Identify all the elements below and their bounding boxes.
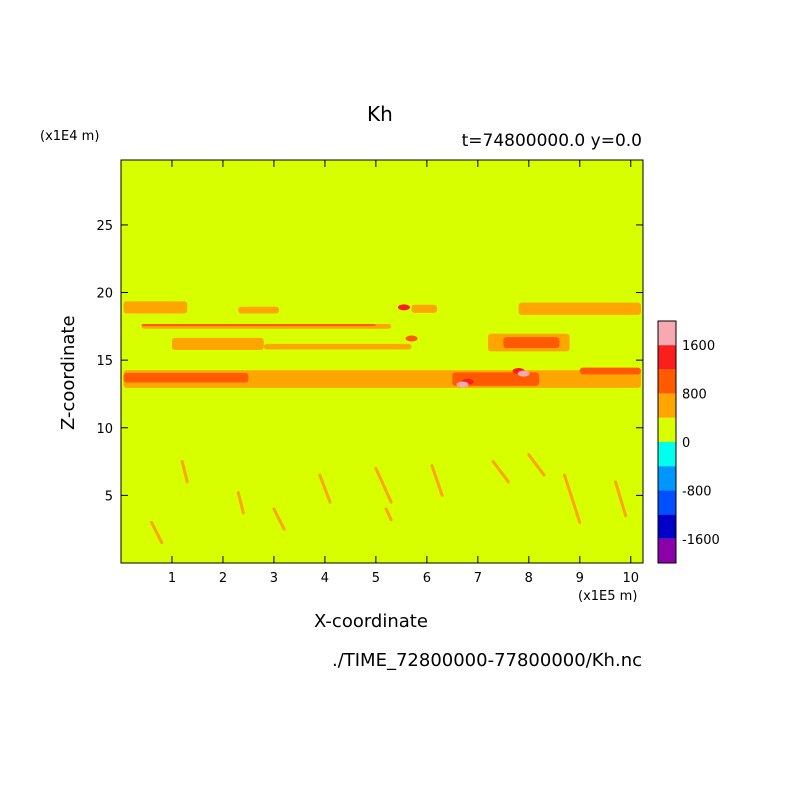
colorbar-label: 800: [682, 388, 707, 403]
y-tick-label: 20: [96, 287, 113, 302]
x-tick-label: 5: [372, 571, 380, 586]
x-tick-label: 4: [321, 571, 329, 586]
field-streak: [527, 453, 546, 477]
source-file-label: ./TIME_72800000-77800000/Kh.nc: [331, 650, 642, 671]
y-tick-label: 25: [96, 219, 113, 234]
x-tick-label: 6: [423, 571, 431, 586]
field-band: [141, 323, 376, 327]
field-band: [503, 337, 560, 348]
colorbar-segment: [658, 393, 676, 418]
colorbar-label: -1600: [682, 533, 720, 548]
field-streak: [613, 480, 628, 518]
field-spot: [405, 335, 418, 342]
y-axis-unit: (x1E4 m): [40, 129, 100, 144]
field-band: [123, 372, 249, 383]
field-streak: [562, 473, 582, 524]
field-band: [123, 301, 188, 314]
x-tick-label: 2: [219, 571, 227, 586]
colorbar-frame: [657, 320, 677, 564]
colorbar-label: 1600: [682, 339, 715, 354]
field-streak: [180, 460, 189, 484]
colorbar-label: -800: [682, 484, 712, 499]
field-band: [171, 337, 264, 351]
colorbar-segment: [658, 514, 676, 539]
x-axis-label: X-coordinate: [314, 611, 428, 632]
field-streak: [491, 460, 510, 484]
colorbar-segment: [658, 466, 676, 491]
plot-frame: [120, 159, 644, 564]
y-tick-label: 15: [96, 354, 113, 369]
field-band: [452, 372, 540, 386]
y-tick-label: 5: [105, 489, 113, 504]
colorbar-label: 0: [682, 436, 690, 451]
chart-subtitle: t=74800000.0 y=0.0: [461, 131, 642, 151]
x-axis-unit: (x1E5 m): [578, 589, 638, 604]
x-tick-label: 9: [576, 571, 584, 586]
field-streak: [318, 473, 332, 504]
field-spot: [517, 370, 530, 377]
field-streak: [272, 507, 286, 531]
colorbar-segment: [658, 442, 676, 467]
x-tick-label: 3: [270, 571, 278, 586]
field-streak: [236, 491, 245, 515]
x-tick-label: 10: [622, 571, 639, 586]
colorbar-segment: [658, 345, 676, 370]
field-spot: [456, 381, 469, 388]
field-band: [411, 304, 438, 313]
field-spot: [397, 304, 410, 311]
plot-background: [121, 160, 643, 563]
field-band: [518, 302, 641, 315]
y-tick-label: 10: [96, 422, 113, 437]
field-streak: [430, 464, 444, 497]
field-band: [263, 343, 412, 350]
x-tick-label: 8: [525, 571, 533, 586]
colorbar-segment: [658, 490, 676, 515]
chart-title: Kh: [367, 102, 393, 126]
x-tick-label: 7: [474, 571, 482, 586]
x-tick-label: 1: [168, 571, 176, 586]
field-band: [579, 367, 641, 375]
field-streak: [374, 466, 393, 504]
field-streak: [150, 520, 164, 545]
colorbar-segment: [658, 538, 676, 563]
field-band: [238, 306, 280, 314]
colorbar-segment: [658, 369, 676, 394]
colorbar-segment: [658, 417, 676, 442]
field-streak: [384, 507, 393, 522]
colorbar-segment: [658, 321, 676, 346]
